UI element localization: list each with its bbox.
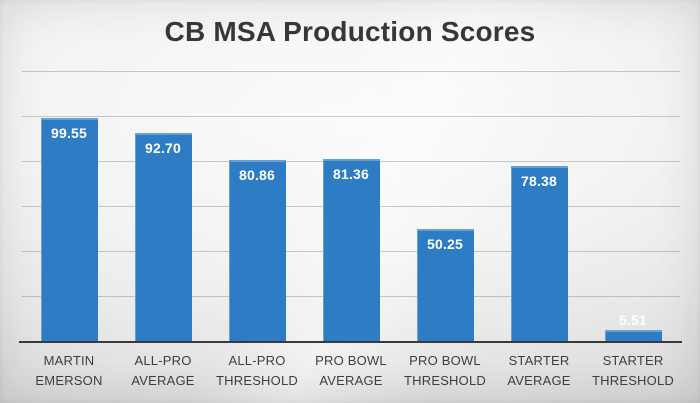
bar-slot: 80.86 <box>210 72 304 342</box>
value-label: 92.70 <box>144 140 182 157</box>
bar-slot: 5.51 <box>586 72 680 342</box>
value-label: 5.51 <box>618 311 648 328</box>
x-axis-labels: MARTIN EMERSON ALL-PRO AVERAGE ALL-PRO THRESH… <box>22 351 680 395</box>
bar-slot: 92.70 <box>116 72 210 342</box>
bar <box>40 118 98 342</box>
category-label: ALL-PRO THRESHOLD <box>216 353 298 389</box>
bar <box>604 329 662 342</box>
value-label: 99.55 <box>50 125 88 141</box>
plot-area: 99.55 92.70 80.86 81.36 50.25 78.38 5.51 <box>19 71 682 343</box>
category-label: PRO BOWL AVERAGE <box>315 353 387 389</box>
category-label: MARTIN EMERSON <box>35 353 103 389</box>
x-axis-line <box>19 341 682 343</box>
value-label: 78.38 <box>520 172 558 189</box>
bar-slot: 78.38 <box>492 72 586 342</box>
gridline <box>22 116 680 117</box>
bar <box>322 158 380 342</box>
value-label: 80.86 <box>238 167 276 184</box>
category-label: STARTER THRESHOLD <box>592 353 674 389</box>
value-label: 50.25 <box>426 235 464 252</box>
bar <box>228 160 286 342</box>
bar <box>416 228 474 342</box>
bar-slot: 50.25 <box>398 72 492 342</box>
bar-slot: 81.36 <box>304 72 398 342</box>
chart-title: CB MSA Production Scores <box>164 16 536 47</box>
bar <box>134 133 192 342</box>
category-label: ALL-PRO AVERAGE <box>131 353 195 389</box>
category-label: PRO BOWL THRESHOLD <box>404 353 486 389</box>
value-label: 81.36 <box>332 165 370 182</box>
bar-slot: 99.55 <box>22 72 116 342</box>
category-label: STARTER AVERAGE <box>507 353 571 389</box>
bar <box>510 165 568 342</box>
gridline <box>22 71 680 72</box>
